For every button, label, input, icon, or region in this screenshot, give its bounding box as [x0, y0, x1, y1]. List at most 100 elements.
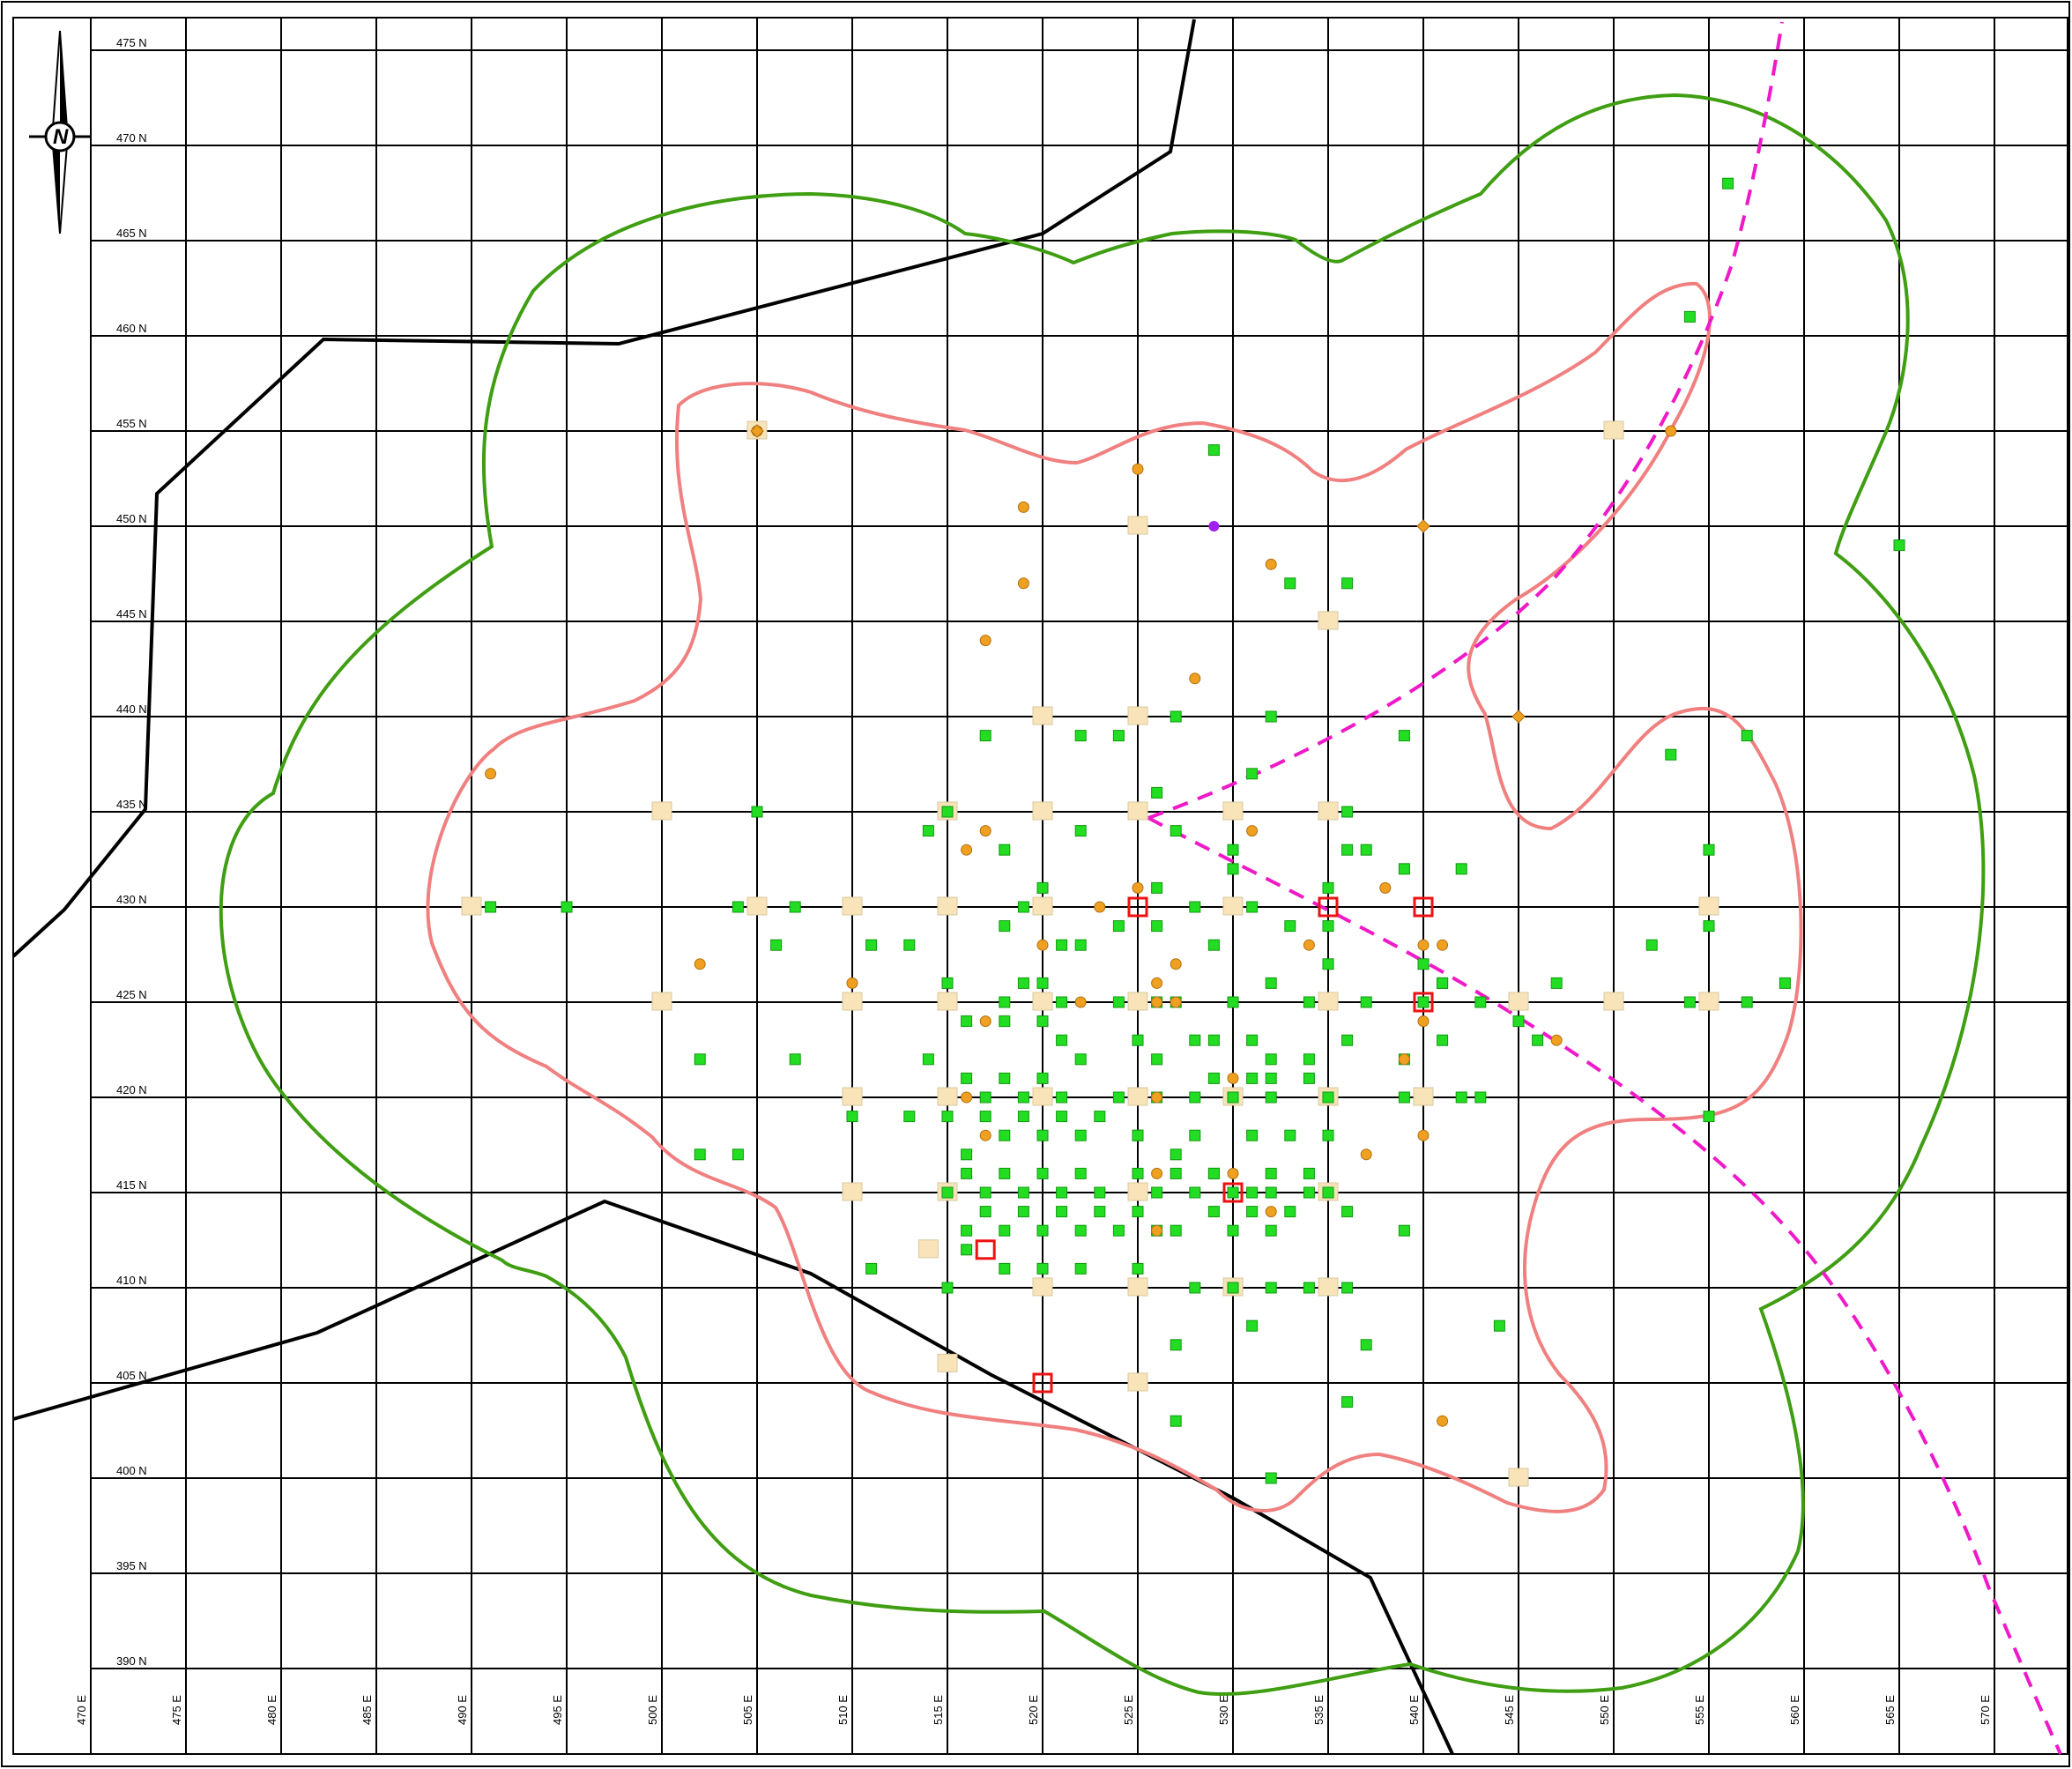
- northing-label: 445 N: [116, 607, 147, 621]
- green-square-marker: [1437, 977, 1449, 989]
- green-square-marker: [1265, 1186, 1277, 1199]
- green-square-marker: [999, 1224, 1011, 1237]
- green-square-marker: [1665, 748, 1677, 761]
- green-square-marker: [1074, 1167, 1087, 1179]
- green-square-marker: [1132, 1262, 1144, 1275]
- easting-label: 495 E: [551, 1695, 564, 1725]
- green-square-marker: [1151, 1053, 1163, 1066]
- green-square-marker: [1703, 844, 1715, 856]
- green-square-marker: [1550, 977, 1563, 989]
- green-square-marker: [903, 939, 916, 951]
- green-square-marker: [1493, 1319, 1505, 1332]
- green-square-marker: [485, 901, 497, 913]
- red-square-marker: [975, 1239, 996, 1260]
- green-square-marker: [999, 1262, 1011, 1275]
- orange-dot-marker: [1170, 958, 1182, 970]
- green-square-marker: [1341, 1034, 1354, 1046]
- green-square-marker: [1207, 444, 1220, 457]
- northing-label: 435 N: [116, 798, 147, 811]
- easting-label: 570 E: [1979, 1695, 1992, 1725]
- orange-dot-marker: [1036, 939, 1049, 951]
- easting-label: 545 E: [1503, 1695, 1516, 1725]
- magenta-dashed-line-south: [1147, 816, 2062, 1755]
- green-square-marker: [1265, 1167, 1277, 1179]
- green-square-marker: [1246, 1072, 1259, 1084]
- green-square-marker: [789, 1053, 801, 1066]
- beige-square-marker: [1413, 1087, 1434, 1106]
- green-square-marker: [1151, 920, 1163, 933]
- green-square-marker: [1056, 1091, 1068, 1104]
- green-square-marker: [1246, 1319, 1259, 1332]
- green-square-marker: [1094, 1186, 1106, 1199]
- green-square-marker: [961, 1015, 973, 1028]
- green-square-marker: [1170, 825, 1182, 837]
- green-square-marker: [1893, 539, 1905, 552]
- easting-label: 485 E: [360, 1695, 374, 1725]
- green-square-marker: [1265, 1282, 1277, 1294]
- orange-dot-marker: [1437, 939, 1449, 951]
- northing-label: 470 N: [116, 131, 147, 145]
- green-square-marker: [770, 939, 783, 951]
- beige-square-marker: [651, 801, 672, 821]
- green-square-marker: [1074, 1129, 1087, 1141]
- orange-dot-marker: [1550, 1034, 1563, 1046]
- green-square-marker: [1722, 177, 1734, 190]
- beige-square-marker: [1318, 801, 1339, 821]
- orange-dot-marker: [1189, 673, 1201, 685]
- easting-label: 490 E: [456, 1695, 469, 1725]
- orange-dot-marker: [979, 1129, 991, 1141]
- green-square-marker: [1207, 1034, 1220, 1046]
- northing-label: 455 N: [116, 417, 147, 430]
- green-square-marker: [1683, 310, 1696, 323]
- north-arrow-icon: N: [29, 30, 91, 234]
- green-square-marker: [1227, 1282, 1239, 1294]
- easting-label: 550 E: [1598, 1695, 1611, 1725]
- green-square-marker: [1303, 1282, 1315, 1294]
- northing-label: 405 N: [116, 1369, 147, 1382]
- green-square-marker: [789, 901, 801, 913]
- green-square-marker: [1036, 1224, 1049, 1237]
- orange-dot-marker: [1227, 1167, 1239, 1179]
- green-square-marker: [1360, 844, 1372, 856]
- green-square-marker: [1017, 1186, 1029, 1199]
- green-square-marker: [1303, 1072, 1315, 1084]
- green-square-marker: [979, 730, 991, 742]
- green-square-marker: [1246, 1034, 1259, 1046]
- green-square-marker: [1056, 1034, 1068, 1046]
- orange-dot-marker: [1398, 1053, 1410, 1066]
- green-square-marker: [1284, 1206, 1296, 1218]
- green-square-marker: [979, 1206, 991, 1218]
- easting-label: 510 E: [836, 1695, 850, 1725]
- green-square-marker: [1151, 786, 1163, 799]
- green-square-marker: [1056, 996, 1068, 1008]
- beige-square-marker: [1222, 801, 1244, 821]
- green-square-marker: [1207, 939, 1220, 951]
- green-square-marker: [1265, 1224, 1277, 1237]
- green-square-marker: [961, 1148, 973, 1161]
- orange-dot-marker: [1132, 463, 1144, 475]
- green-square-marker: [1170, 1339, 1182, 1351]
- green-square-marker: [1341, 1396, 1354, 1409]
- beige-square-marker: [842, 1087, 863, 1106]
- green-square-marker: [979, 1186, 991, 1199]
- green-square-marker: [1017, 901, 1029, 913]
- red-square-marker: [1032, 1372, 1053, 1394]
- beige-square-marker: [842, 896, 863, 916]
- green-square-marker: [1360, 1339, 1372, 1351]
- green-square-marker: [1094, 1206, 1106, 1218]
- green-square-marker: [1132, 1129, 1144, 1141]
- orange-dot-marker: [1151, 1091, 1163, 1104]
- orange-dot-marker: [694, 958, 706, 970]
- orange-dot-marker: [1151, 1224, 1163, 1237]
- beige-square-marker: [461, 896, 482, 916]
- green-square-marker: [1132, 1206, 1144, 1218]
- green-square-marker: [1227, 844, 1239, 856]
- green-square-marker: [1398, 1224, 1410, 1237]
- green-square-marker: [1703, 1111, 1715, 1123]
- beige-square-marker: [1318, 611, 1339, 630]
- beige-square-marker: [937, 992, 958, 1011]
- green-square-marker: [1074, 825, 1087, 837]
- green-square-marker: [1360, 996, 1372, 1008]
- green-square-marker: [1741, 996, 1753, 1008]
